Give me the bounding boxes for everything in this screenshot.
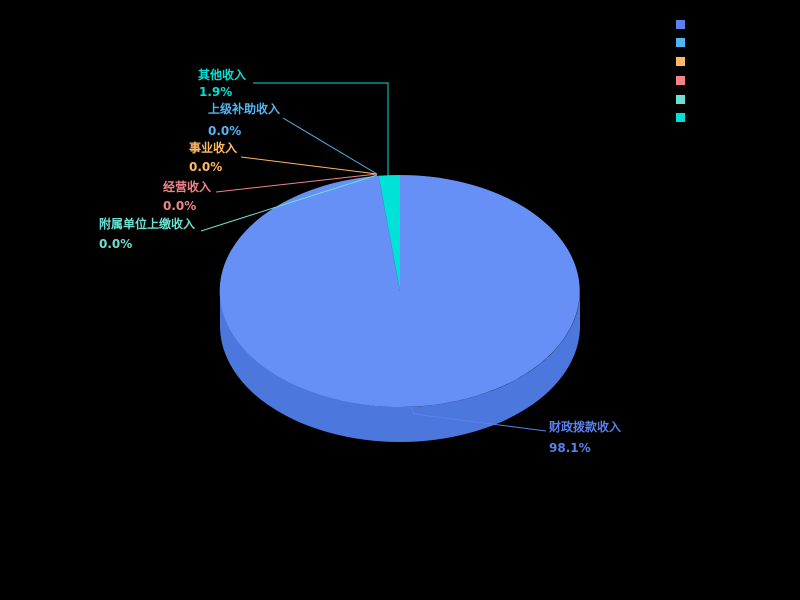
legend-swatch: [676, 57, 685, 66]
slice-percent: 0.0%: [163, 199, 197, 213]
slice-label: 经营收入: [163, 180, 212, 194]
leader-line: [215, 173, 378, 193]
leader-line: [240, 156, 378, 175]
slice-percent: 0.0%: [208, 124, 242, 138]
pie-slice: [378, 174, 400, 291]
leader-line: [410, 406, 547, 432]
pie-slice: [219, 175, 580, 407]
slice-label: 事业收入: [189, 141, 238, 155]
legend-swatch: [676, 95, 685, 104]
slice-percent: 98.1%: [549, 441, 591, 455]
slice-label: 其他收入: [198, 68, 247, 82]
legend-swatch: [676, 20, 685, 29]
slice-percent: 0.0%: [99, 237, 133, 251]
slice-percent: 1.9%: [199, 85, 233, 99]
legend-swatch: [676, 38, 685, 47]
slice-label: 财政拨款收入: [549, 420, 622, 434]
legend-swatch: [676, 76, 685, 85]
leader-line: [282, 117, 378, 175]
pie-body: [219, 174, 580, 442]
leader-line: [253, 82, 389, 176]
leader-lines: [200, 82, 547, 432]
leader-line: [200, 174, 378, 232]
slice-percent: 0.0%: [189, 160, 223, 174]
pie-side: [220, 291, 580, 442]
legend-swatch: [676, 113, 685, 122]
slice-label: 上级补助收入: [208, 102, 281, 116]
slice-label: 附属单位上缴收入: [99, 217, 196, 231]
